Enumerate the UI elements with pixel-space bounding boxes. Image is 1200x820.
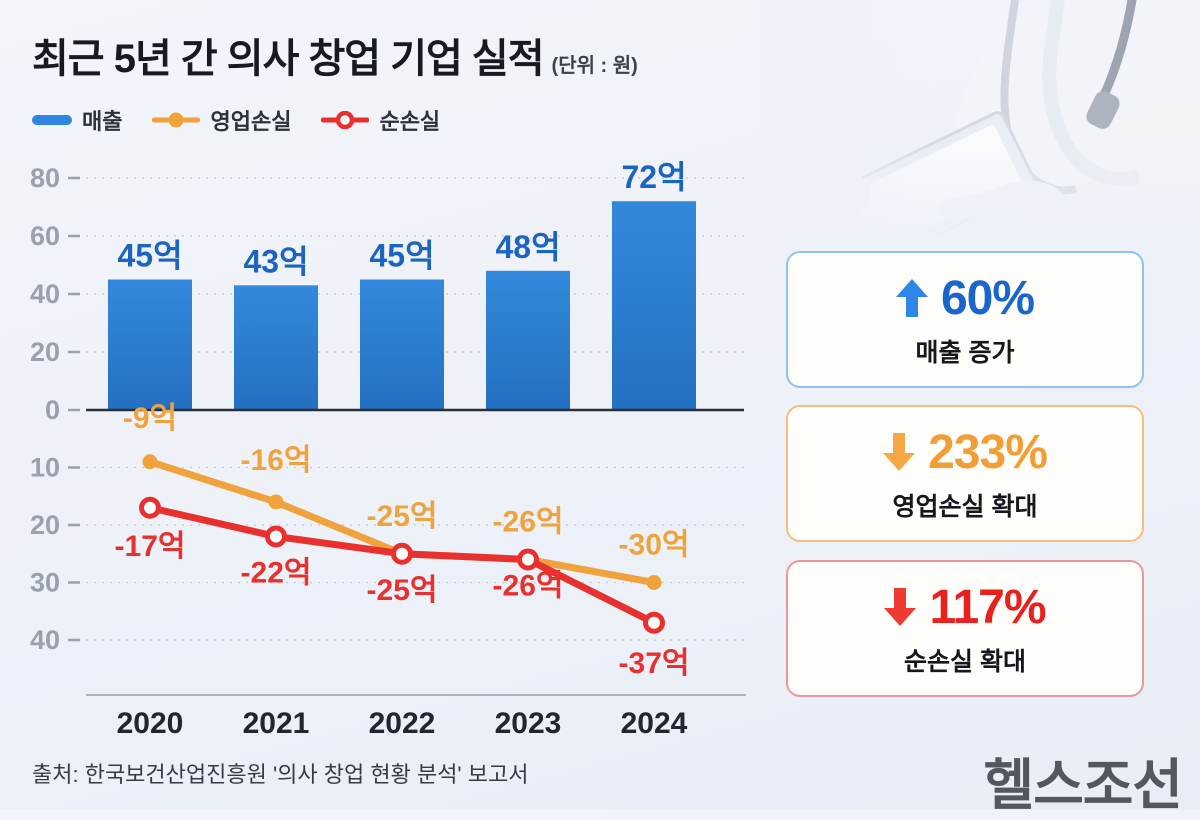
svg-text:20: 20: [30, 337, 60, 367]
svg-text:2022: 2022: [369, 707, 436, 740]
svg-text:40: 40: [30, 279, 60, 309]
card-label: 순손실 확대: [904, 647, 1026, 676]
publisher-logo: 헬스조선: [983, 754, 1183, 816]
svg-text:2024: 2024: [621, 707, 688, 740]
card-label: 매출 증가: [915, 338, 1015, 367]
svg-text:30: 30: [30, 568, 60, 598]
svg-text:48억: 48억: [495, 229, 560, 265]
svg-text:-16억: -16억: [241, 444, 312, 477]
revenue-swatch-icon: [32, 115, 72, 125]
svg-text:-30억: -30억: [619, 529, 690, 562]
title-text: 최근 5년 간 의사 창업 기업 실적: [32, 37, 545, 81]
page-title: 최근 5년 간 의사 창업 기업 실적 (단위 : 원): [32, 26, 638, 84]
arrow-down-icon: [884, 588, 917, 626]
svg-text:-22억: -22억: [241, 557, 312, 590]
card-net-loss-increase: 117% 순손실 확대: [786, 560, 1144, 697]
card-percent: 233%: [928, 425, 1048, 479]
svg-text:2020: 2020: [117, 707, 184, 740]
svg-text:45억: 45억: [117, 238, 182, 274]
source-note: 출처: 한국보건산업진흥원 '의사 창업 현황 분석' 보고서: [32, 762, 529, 787]
net-loss-swatch-icon: [321, 111, 370, 129]
svg-text:2023: 2023: [495, 707, 562, 740]
legend-item-net-loss: 순손실: [321, 104, 440, 136]
card-operating-loss-increase: 233% 영업손실 확대: [786, 405, 1144, 542]
legend-label: 매출: [82, 109, 123, 134]
card-percent: 60%: [940, 271, 1035, 325]
svg-text:10: 10: [30, 453, 60, 483]
arrow-down-icon: [883, 433, 916, 471]
arrow-up-icon: [895, 279, 928, 317]
svg-text:2021: 2021: [243, 707, 310, 740]
svg-text:-25억: -25억: [367, 500, 438, 533]
card-percent: 117%: [929, 580, 1046, 634]
svg-text:60: 60: [30, 221, 60, 251]
svg-text:-17억: -17억: [115, 530, 186, 563]
operating-loss-swatch-icon: [152, 112, 201, 128]
svg-text:-9억: -9억: [123, 402, 177, 435]
svg-text:72억: 72억: [621, 159, 686, 195]
svg-text:0: 0: [45, 395, 60, 425]
doctor-photo: [760, 0, 1200, 250]
title-unit: (단위 : 원): [551, 55, 638, 77]
doctor-holding-tablet-icon: [760, 0, 1200, 250]
card-label: 영업손실 확대: [892, 492, 1038, 521]
svg-text:40: 40: [30, 625, 60, 655]
svg-text:20: 20: [30, 510, 60, 540]
card-revenue-increase: 60% 매출 증가: [786, 251, 1144, 388]
legend-item-revenue: 매출: [32, 104, 122, 136]
legend-label: 영업손실: [210, 109, 292, 134]
performance-chart: 0 20 40 60 80 10 20 30 40 45억 43억 45억 48억 72억 -9억 -16억 -…: [30, 159, 746, 740]
svg-text:80: 80: [30, 163, 60, 193]
svg-text:-26억: -26억: [493, 506, 564, 539]
legend-label: 순손실: [379, 109, 441, 134]
legend-item-operating-loss: 영업손실: [152, 104, 291, 136]
svg-text:-26억: -26억: [493, 570, 564, 603]
svg-text:-25억: -25억: [367, 574, 438, 607]
svg-text:45억: 45억: [369, 238, 434, 274]
svg-text:-37억: -37억: [619, 647, 690, 680]
svg-text:43억: 43억: [243, 243, 308, 279]
chart-legend: 매출 영업손실 순손실: [32, 104, 440, 136]
